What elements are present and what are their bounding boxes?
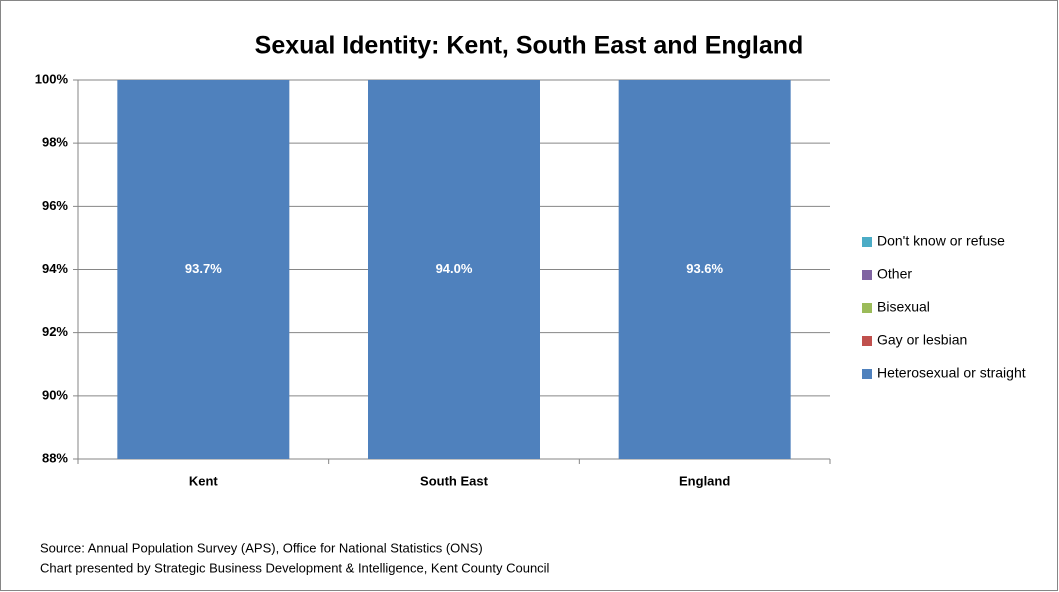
bars	[117, 80, 791, 459]
legend-swatch	[862, 369, 872, 379]
credit-note: Chart presented by Strategic Business De…	[40, 560, 550, 575]
legend-swatch	[862, 237, 872, 247]
bar-segment	[618, 80, 791, 459]
legend-label: Bisexual	[877, 299, 930, 315]
legend-label: Gay or lesbian	[877, 332, 967, 348]
y-tick-label: 98%	[42, 135, 68, 150]
data-label: 94.0%	[436, 261, 473, 276]
x-tick-label: South East	[420, 473, 489, 488]
y-tick-label: 90%	[42, 387, 68, 402]
y-tick-label: 96%	[42, 198, 68, 213]
chart-title: Sexual Identity: Kent, South East and En…	[255, 32, 804, 60]
bar-segment	[117, 80, 290, 459]
data-label: 93.7%	[185, 261, 222, 276]
x-tick-label: England	[679, 473, 730, 488]
legend-swatch	[862, 270, 872, 280]
bar-segment	[368, 80, 540, 459]
legend-label: Don't know or refuse	[877, 233, 1005, 249]
legend-swatch	[862, 336, 872, 346]
y-tick-label: 92%	[42, 324, 68, 339]
y-tick-label: 100%	[35, 71, 69, 86]
y-tick-label: 94%	[42, 261, 68, 276]
legend-label: Other	[877, 266, 912, 282]
x-tick-label: Kent	[189, 473, 219, 488]
legend-label: Heterosexual or straight	[877, 365, 1026, 381]
legend-swatch	[862, 303, 872, 313]
y-tick-label: 88%	[42, 450, 68, 465]
source-note: Source: Annual Population Survey (APS), …	[40, 540, 483, 555]
data-label: 93.6%	[686, 261, 723, 276]
